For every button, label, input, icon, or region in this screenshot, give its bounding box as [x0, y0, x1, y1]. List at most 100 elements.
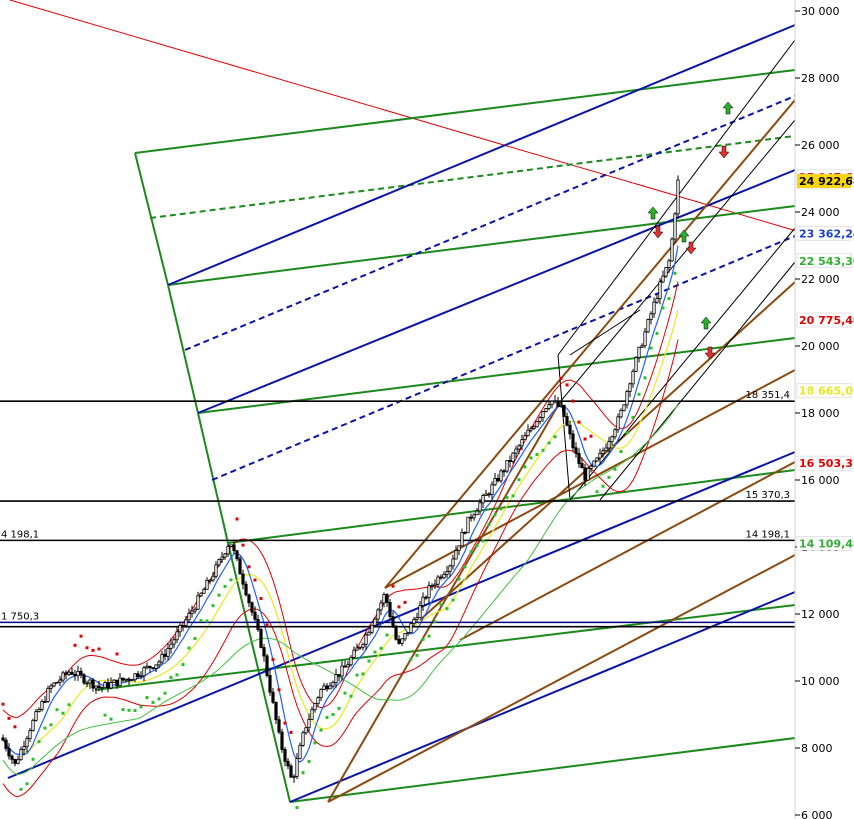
- candle-body: [235, 550, 239, 560]
- candle-body: [148, 665, 152, 669]
- candle-body: [406, 632, 410, 635]
- candle-body: [220, 556, 224, 560]
- candle-body: [433, 583, 437, 587]
- candle-body: [256, 618, 260, 630]
- sar-dot: [613, 467, 617, 471]
- sar-dot: [499, 507, 503, 511]
- candle-body: [547, 404, 551, 409]
- candle-body: [589, 465, 593, 469]
- sar-dot: [145, 696, 149, 700]
- sar-dot: [589, 434, 593, 438]
- sar-dot: [325, 715, 329, 719]
- candle-body: [73, 673, 77, 677]
- candle-body: [346, 664, 350, 668]
- candle-body: [646, 319, 650, 333]
- price-tag-box: [796, 173, 852, 189]
- sar-dot: [7, 716, 11, 720]
- price-tag-box: [796, 455, 852, 471]
- candle-body: [31, 719, 35, 732]
- candle-body: [388, 602, 392, 618]
- candle-body: [304, 727, 308, 734]
- candle-body: [535, 421, 539, 428]
- candle-body: [40, 701, 44, 710]
- candle-body: [319, 689, 323, 699]
- candle-body: [250, 602, 254, 613]
- candle-body: [664, 267, 668, 277]
- sar-dot: [79, 634, 83, 638]
- candle-body: [289, 765, 293, 778]
- candle-body: [466, 516, 470, 534]
- candle-body: [487, 493, 491, 496]
- candle-body: [445, 571, 449, 575]
- y-tick-label: 22 000: [801, 273, 840, 286]
- sar-dot: [31, 757, 35, 761]
- candle-body: [349, 657, 353, 666]
- candle-body: [451, 558, 455, 567]
- candle-body: [352, 649, 356, 658]
- sar-dot: [631, 416, 635, 420]
- candle-body: [505, 460, 509, 472]
- candle-body: [310, 709, 314, 720]
- candle-body: [85, 682, 89, 685]
- candle-body: [79, 670, 83, 676]
- candle-body: [652, 301, 656, 315]
- brown-channel-3: [384, 369, 796, 589]
- sar-dot: [313, 741, 317, 745]
- candle-body: [394, 626, 398, 640]
- candle-body: [247, 594, 251, 604]
- sar-dot: [25, 782, 29, 786]
- candle-body: [202, 588, 206, 594]
- candle-body: [382, 594, 386, 604]
- level-left-label: 4 198,1: [1, 529, 39, 540]
- candle-body: [499, 470, 503, 482]
- sar-dot: [391, 584, 395, 588]
- candle-body: [631, 370, 635, 385]
- candle-body: [151, 667, 155, 670]
- candle-body: [184, 619, 188, 626]
- sar-dot: [295, 805, 299, 809]
- brown-channel-2: [384, 99, 796, 589]
- candle-body: [643, 331, 647, 347]
- sar-dot: [241, 543, 245, 547]
- candle-body: [211, 575, 215, 581]
- candle-body: [232, 544, 236, 552]
- candle-body: [424, 596, 428, 599]
- sar-dot: [349, 694, 353, 698]
- candle-body: [358, 646, 362, 649]
- candle-body: [478, 502, 482, 512]
- candle-body: [133, 673, 137, 681]
- candle-body: [541, 411, 545, 418]
- candle-body: [187, 612, 191, 621]
- candle-body: [160, 653, 164, 663]
- sar-dot: [283, 721, 287, 725]
- blue-channel-3: [7, 451, 796, 779]
- y-tick-label: 16 000: [801, 474, 840, 487]
- candle-body: [64, 672, 68, 675]
- candle-body: [10, 755, 14, 760]
- candle-body: [634, 357, 638, 372]
- candle-body: [418, 605, 422, 618]
- candle-body: [295, 758, 299, 777]
- candle-body: [94, 685, 98, 689]
- candle-body: [517, 445, 521, 450]
- candle-body: [490, 484, 494, 496]
- sar-dot: [247, 565, 251, 569]
- sar-dot: [649, 346, 653, 350]
- candle-body: [205, 579, 209, 590]
- candle-body: [544, 408, 548, 412]
- green-fork-line-6: [289, 737, 796, 803]
- candle-body: [340, 665, 344, 677]
- y-tick-label: 18 000: [801, 407, 840, 420]
- candle-body: [226, 546, 230, 555]
- green-fork-line-2: [167, 205, 796, 286]
- sar-dot: [379, 646, 383, 650]
- candle-body: [214, 564, 218, 577]
- candle-body: [271, 691, 275, 703]
- parabolic-sar-layer: [1, 271, 677, 809]
- candle-body: [457, 545, 461, 551]
- candle-body: [460, 531, 464, 547]
- sar-dot: [151, 700, 155, 704]
- sar-dot: [187, 646, 191, 650]
- price-tag-label: 20 775,46: [799, 314, 854, 327]
